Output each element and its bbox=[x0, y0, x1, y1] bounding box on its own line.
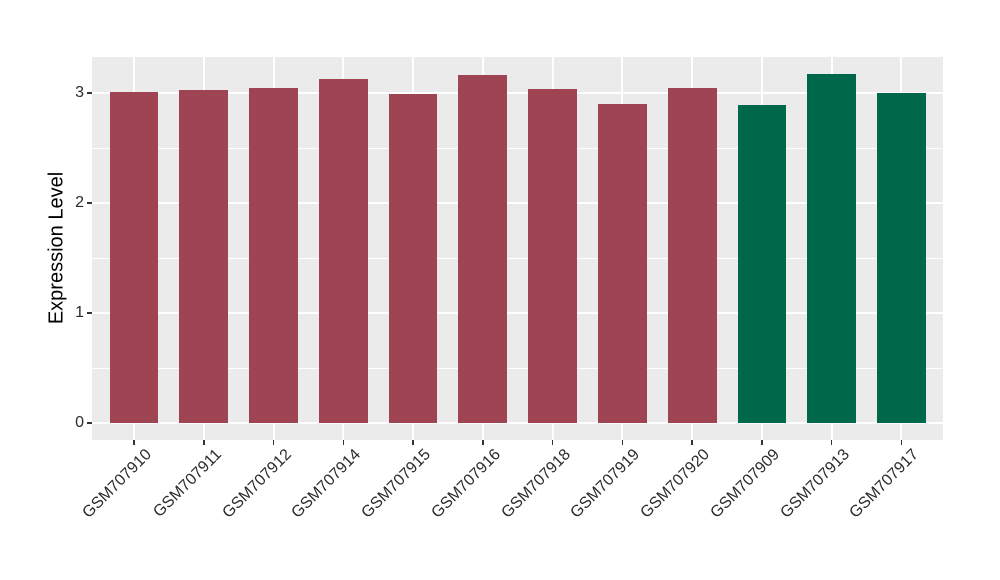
x-tick bbox=[551, 440, 554, 445]
y-tick bbox=[87, 202, 92, 204]
y-gridline-minor bbox=[92, 257, 943, 259]
y-tick bbox=[87, 312, 92, 314]
x-tick bbox=[900, 440, 903, 445]
x-tick-label: GSM707914 bbox=[288, 446, 365, 522]
bar-GSM707910 bbox=[109, 91, 159, 423]
y-tick bbox=[87, 422, 92, 424]
x-tick-label: GSM707918 bbox=[498, 446, 574, 522]
x-tick bbox=[133, 440, 135, 445]
plot-panel bbox=[92, 57, 943, 440]
bar-GSM707916 bbox=[458, 75, 508, 423]
y-gridline-major bbox=[92, 92, 943, 94]
x-tick bbox=[412, 440, 414, 445]
bar-GSM707917 bbox=[877, 93, 926, 423]
x-tick-label: GSM707917 bbox=[846, 446, 923, 522]
x-tick-label: GSM707910 bbox=[79, 446, 156, 522]
x-tick bbox=[830, 440, 833, 445]
bar-GSM707909 bbox=[737, 105, 787, 423]
x-tick bbox=[203, 440, 205, 445]
x-tick bbox=[691, 440, 693, 445]
y-gridline-major bbox=[92, 422, 943, 424]
x-tick bbox=[342, 440, 345, 445]
bar-GSM707913 bbox=[807, 74, 857, 423]
bar-GSM707912 bbox=[249, 87, 298, 423]
y-gridline-minor bbox=[92, 147, 943, 149]
x-tick-label: GSM707916 bbox=[428, 446, 504, 522]
bar-GSM707919 bbox=[598, 104, 647, 423]
y-gridline-minor bbox=[92, 367, 943, 369]
y-tick-label: 0 bbox=[75, 414, 84, 431]
y-gridline-major bbox=[92, 202, 943, 204]
x-tick-label: GSM707915 bbox=[358, 446, 435, 522]
x-tick bbox=[761, 440, 763, 445]
y-tick-label: 2 bbox=[75, 194, 84, 211]
bar-GSM707911 bbox=[179, 89, 229, 423]
x-tick-label: GSM707909 bbox=[707, 446, 783, 522]
y-tick-label: 3 bbox=[75, 84, 84, 101]
x-tick bbox=[482, 440, 484, 445]
x-tick bbox=[621, 440, 624, 445]
y-gridline-major bbox=[92, 312, 943, 314]
bar-GSM707920 bbox=[667, 87, 717, 423]
bar-GSM707915 bbox=[388, 94, 438, 423]
y-tick bbox=[87, 92, 92, 94]
x-tick-label: GSM707920 bbox=[637, 446, 714, 522]
x-tick-label: GSM707911 bbox=[150, 446, 225, 521]
x-tick-label: GSM707913 bbox=[777, 446, 853, 522]
bar-GSM707914 bbox=[318, 78, 368, 423]
x-tick-label: GSM707912 bbox=[219, 446, 295, 522]
x-tick-label: GSM707919 bbox=[567, 446, 644, 522]
bar-GSM707918 bbox=[528, 88, 578, 423]
y-tick-label: 1 bbox=[75, 304, 84, 321]
x-tick bbox=[272, 440, 275, 445]
